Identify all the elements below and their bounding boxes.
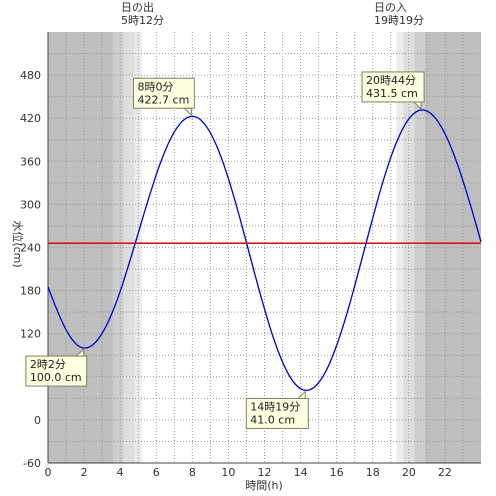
series-layer (47, 109, 482, 392)
night-band (414, 32, 426, 463)
axes (47, 32, 481, 464)
callout-pointer (412, 101, 422, 111)
y-tick-label: 360 (20, 155, 41, 168)
callout-level: 422.7 cm (138, 93, 190, 106)
x-tick-label: 2 (81, 466, 88, 479)
callout-level: 100.0 cm (30, 371, 82, 384)
x-tick-label: 10 (221, 466, 235, 479)
y-tick-label: 480 (20, 69, 41, 82)
callout-time: 2時2分 (30, 358, 66, 371)
callout-time: 14時19分 (250, 400, 300, 413)
night-band (112, 32, 124, 463)
callout-box (133, 77, 195, 109)
x-tick-label: 6 (153, 466, 160, 479)
callout-box (25, 355, 88, 387)
x-axis-label: 時間(h) (245, 479, 283, 492)
y-tick-label: 300 (20, 198, 41, 211)
callout-level: 431.5 cm (366, 87, 418, 100)
sunrise-title: 日の出 (121, 0, 154, 14)
callout-time: 20時44分 (366, 74, 416, 87)
y-tick-label: 240 (20, 242, 41, 255)
y-axis-label: 水位(cm) (11, 220, 25, 267)
callout-pointer (75, 347, 85, 357)
sunset-title: 日の入 (374, 1, 407, 14)
x-tick-label: 20 (402, 466, 416, 479)
x-tick-label: 8 (189, 466, 196, 479)
y-tick-label: 420 (20, 112, 41, 125)
callout-pointer (297, 390, 306, 399)
callout-level: 41.0 cm (250, 413, 295, 426)
callout-box (245, 397, 309, 429)
y-tick-label: 180 (20, 285, 41, 298)
tide-series-line (47, 109, 482, 392)
x-tick-label: 16 (330, 466, 344, 479)
sunrise-time: 5時12分 (121, 14, 164, 27)
x-tick-label: 18 (366, 466, 380, 479)
y-tick-label: -60 (23, 457, 41, 470)
y-tick-label: 0 (34, 414, 41, 427)
x-tick-label: 14 (294, 466, 308, 479)
tick-labels: 0246810121416182022-60060120180240300360… (20, 69, 452, 479)
callout-time: 8時0分 (138, 80, 174, 93)
x-tick-label: 12 (258, 466, 272, 479)
x-tick-label: 0 (45, 466, 52, 479)
y-tick-label: 120 (20, 328, 41, 341)
x-tick-label: 4 (117, 466, 124, 479)
x-tick-label: 22 (438, 466, 452, 479)
callout-box (361, 71, 425, 103)
sun-times: 日の出 5時12分 日の入 19時19分 (121, 0, 424, 27)
callout-pointer (183, 107, 192, 117)
sunset-time: 19時19分 (374, 14, 424, 27)
